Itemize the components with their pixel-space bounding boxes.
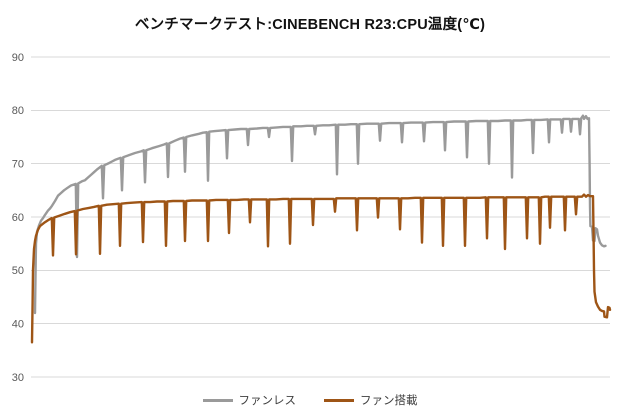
y-tick-label: 80 [12, 105, 24, 117]
y-tick-label: 60 [12, 212, 24, 224]
y-tick-label: 50 [12, 265, 24, 277]
legend-label-fan: ファン搭載 [360, 395, 418, 407]
series-line-fan [30, 193, 612, 344]
series-line-fanless [33, 114, 607, 315]
legend-swatch-fanless-icon [202, 398, 233, 402]
legend-label-fanless: ファンレス [238, 395, 297, 407]
y-tick-label: 40 [12, 318, 24, 330]
y-tick-label: 90 [12, 52, 24, 64]
legend-item-fan: ファン搭載 [324, 392, 418, 408]
y-tick-label: 70 [12, 158, 24, 170]
y-tick-label: 30 [12, 372, 24, 384]
legend-swatch-fan-icon [324, 398, 354, 402]
legend: ファンレス ファン搭載 [0, 391, 620, 409]
chart-title: ベンチマークテスト:CINEBENCH R23:CPU温度(℃) [134, 17, 486, 33]
legend-item-fanless: ファンレス [202, 392, 297, 408]
